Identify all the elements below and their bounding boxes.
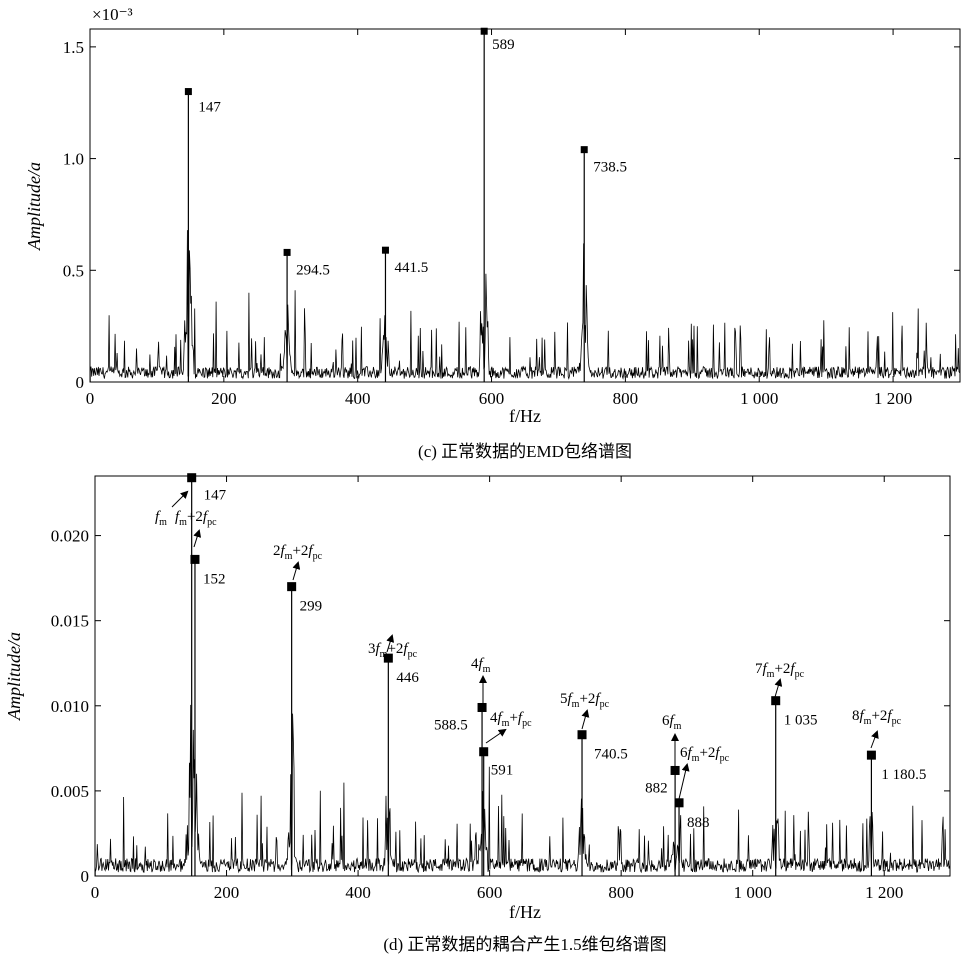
peak-label-c: 738.5 <box>593 160 627 176</box>
annotation-arrow <box>678 763 690 800</box>
peak-label-d: 740.5 <box>594 747 628 763</box>
x-tick-label-c: 600 <box>479 389 505 408</box>
caption-c: (c) 正常数据的EMD包络谱图 <box>418 442 632 461</box>
annotation-arrow <box>774 678 783 698</box>
peak-label-d: 147 <box>204 488 227 504</box>
peak-label-d: 1 180.5 <box>881 767 926 783</box>
peak-marker-d <box>866 750 876 760</box>
annotation-arrow <box>292 561 301 581</box>
harmonic-annotation: 2fm+2fpc <box>273 543 323 562</box>
noise-series-c <box>89 230 961 382</box>
peak-label-c: 589 <box>492 37 514 53</box>
y-tick-label-c: 1.5 <box>63 38 84 57</box>
peak-marker-c <box>283 248 291 256</box>
x-tick-label-c: 200 <box>211 389 237 408</box>
x-tick-label-d: 800 <box>608 883 634 902</box>
annotation-arrow <box>386 634 395 653</box>
x-axis-label-c: f/Hz <box>509 406 541 426</box>
x-tick-label-d: 600 <box>477 883 503 902</box>
x-tick-label-c: 1 200 <box>874 389 912 408</box>
x-tick-label-d: 0 <box>91 883 100 902</box>
annotation-arrow <box>581 709 590 730</box>
y-axis-label-d: Amplitude/a <box>4 632 24 721</box>
peak-marker-c <box>381 246 389 254</box>
annotation-arrow <box>193 529 202 548</box>
y-tick-label-c: 0.5 <box>63 261 84 280</box>
peak-label-c: 441.5 <box>394 260 428 276</box>
harmonic-annotation: fm <box>155 509 167 528</box>
peak-marker-d <box>674 798 684 808</box>
peak-marker-d <box>383 653 393 663</box>
x-tick-label-c: 800 <box>613 389 639 408</box>
annotation-arrow <box>485 728 507 744</box>
x-axis-label-d: f/Hz <box>509 902 541 922</box>
harmonic-annotation: 8fm+2fpc <box>852 708 902 727</box>
harmonic-annotation: 4fm <box>471 656 491 675</box>
peak-label-d: 882 <box>645 780 668 796</box>
peak-label-d: 588.5 <box>434 717 468 733</box>
y-axis-label-c: Amplitude/a <box>24 162 44 251</box>
y-tick-label-d: 0.010 <box>51 697 89 716</box>
plot-frame-c <box>89 28 961 383</box>
peak-label-c: 147 <box>198 100 221 116</box>
harmonic-annotation: 6fm+2fpc <box>680 745 730 764</box>
plot-frame-d <box>94 475 951 877</box>
x-tick-label-c: 0 <box>86 389 95 408</box>
annotation-arrow <box>171 490 189 508</box>
chart-c: ×10⁻³ Amplitude/a f/Hz (c) 正常数据的EMD包络谱图 … <box>24 5 961 461</box>
y-tick-label-c: 1.0 <box>63 150 84 169</box>
y-tick-label-d: 0.015 <box>51 612 89 631</box>
x-tick-label-c: 400 <box>345 389 371 408</box>
y-tick-label-c: 0 <box>76 373 85 392</box>
peak-label-d: 299 <box>300 599 323 615</box>
peak-marker-d <box>771 696 781 706</box>
caption-d: (d) 正常数据的耦合产生1.5维包络谱图 <box>383 935 666 954</box>
peak-marker-d <box>670 765 680 775</box>
peak-label-d: 446 <box>396 670 419 686</box>
peak-marker-c <box>184 88 192 96</box>
peak-marker-c <box>580 146 588 154</box>
peak-label-d: 152 <box>203 571 226 587</box>
harmonic-annotation: 5fm+2fpc <box>560 691 610 710</box>
peak-marker-d <box>187 473 197 483</box>
peak-label-d: 591 <box>491 763 514 779</box>
chart-d: Amplitude/a f/Hz (d) 正常数据的耦合产生1.5维包络谱图 0… <box>4 473 951 954</box>
x-tick-label-d: 200 <box>214 883 240 902</box>
y-tick-label-d: 0.020 <box>51 527 89 546</box>
peak-marker-d <box>577 730 587 740</box>
peak-label-d: 1 035 <box>784 713 818 729</box>
peak-label-c: 294.5 <box>296 262 330 278</box>
harmonic-annotation: fm+2fpc <box>175 509 217 528</box>
y-tick-label-d: 0 <box>81 867 90 886</box>
x-tick-label-d: 1 000 <box>734 883 772 902</box>
y-tick-label-d: 0.005 <box>51 782 89 801</box>
peak-label-d: 888 <box>687 815 710 831</box>
harmonic-annotation: 4fm+fpc <box>490 710 532 729</box>
peak-marker-d <box>479 747 489 757</box>
harmonic-annotation: 3fm+2fpc <box>368 641 418 660</box>
x-tick-label-c: 1 000 <box>740 389 778 408</box>
multiplier-label-c: ×10⁻³ <box>92 5 133 24</box>
x-tick-label-d: 400 <box>345 883 371 902</box>
peak-marker-d <box>477 702 487 712</box>
x-tick-label-d: 1 200 <box>865 883 903 902</box>
peak-marker-d <box>287 582 297 592</box>
annotation-arrow <box>870 730 879 749</box>
peak-marker-d <box>190 554 200 564</box>
harmonic-annotation: 6fm <box>662 713 682 732</box>
harmonic-annotation: 7fm+2fpc <box>755 661 805 680</box>
noise-series-d <box>94 704 951 876</box>
peak-marker-c <box>480 27 488 35</box>
